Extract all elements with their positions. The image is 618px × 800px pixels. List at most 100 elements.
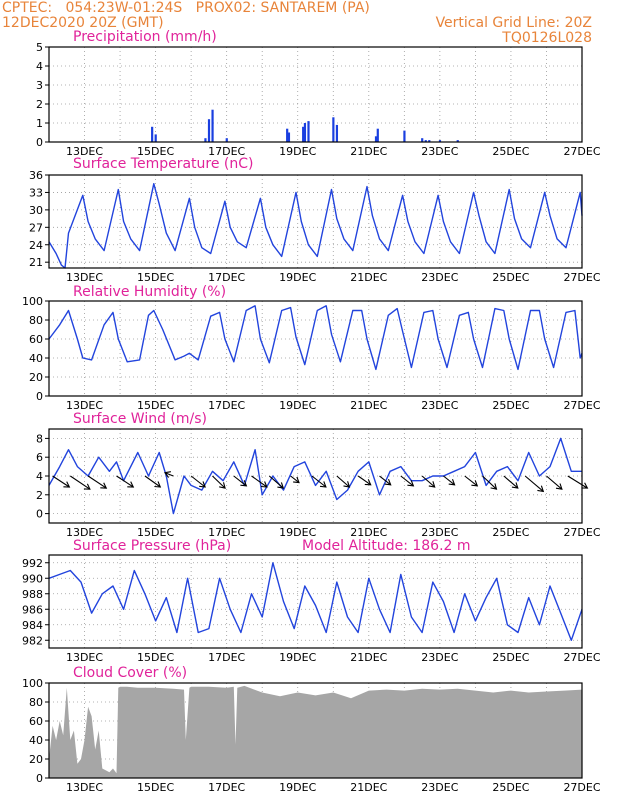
precipitation-bar xyxy=(211,109,214,142)
precipitation-bar xyxy=(376,128,379,142)
y-tick-label: 3 xyxy=(36,79,43,92)
panel-annotation: Model Altitude: 186.2 m xyxy=(302,538,471,554)
wind-vector xyxy=(290,475,300,484)
y-tick-label: 992 xyxy=(22,557,43,570)
wind-vector xyxy=(233,475,247,487)
x-tick-label: 13DEC xyxy=(66,781,103,794)
y-tick-label: 0 xyxy=(36,136,43,149)
header-date: 12DEC2020 20Z (GMT) xyxy=(2,15,164,31)
wind-vector-head xyxy=(581,482,589,489)
precipitation-bar xyxy=(307,121,310,142)
precipitation-bar xyxy=(287,132,291,142)
x-tick-label: 19DEC xyxy=(279,399,316,412)
series-line xyxy=(48,437,582,515)
y-tick-label: 30 xyxy=(29,204,43,217)
y-tick-label: 100 xyxy=(22,677,43,690)
x-tick-label: 27DEC xyxy=(563,271,600,284)
precipitation-bar xyxy=(424,140,427,142)
precipitation-bar xyxy=(207,119,211,142)
wind-vector xyxy=(336,475,350,488)
x-tick-label: 25DEC xyxy=(492,781,529,794)
x-tick-label: 13DEC xyxy=(66,271,103,284)
x-tick-label: 25DEC xyxy=(492,145,529,158)
series-line xyxy=(48,183,583,269)
x-tick-label: 15DEC xyxy=(137,271,174,284)
y-tick-label: 80 xyxy=(29,696,43,709)
x-tick-label: 21DEC xyxy=(350,145,387,158)
y-tick-label: 988 xyxy=(22,588,43,601)
y-tick-label: 4 xyxy=(36,60,43,73)
panel-title: Cloud Cover (%) xyxy=(73,665,187,681)
plot-frame xyxy=(48,554,583,649)
x-tick-label: 27DEC xyxy=(563,781,600,794)
plot-frame xyxy=(48,428,583,524)
x-tick-label: 25DEC xyxy=(492,526,529,539)
wind-vector-head xyxy=(154,481,162,488)
wind-vector xyxy=(116,475,134,488)
wind-vector xyxy=(546,475,563,490)
header-location: CPTEC: 054:23W-01:24S PROX02: SANTAREM (… xyxy=(2,0,370,16)
precipitation-bar xyxy=(428,140,431,142)
x-tick-label: 23DEC xyxy=(421,526,458,539)
y-tick-label: 8 xyxy=(36,432,43,445)
wind-vector xyxy=(464,475,478,487)
panel-title: Surface Pressure (hPa) xyxy=(73,538,231,554)
x-tick-label: 23DEC xyxy=(421,271,458,284)
panel-1: 0 1 2 3 4 5 13DEC 15DEC 17DEC 19DEC 21DEC 23DEC 25DE… xyxy=(36,29,601,158)
precipitation-bar xyxy=(204,138,207,142)
y-tick-label: 984 xyxy=(22,619,43,632)
precipitation-bar xyxy=(154,134,157,142)
panel-title: Surface Wind (m/s) xyxy=(73,411,207,427)
x-tick-label: 13DEC xyxy=(66,145,103,158)
plot-frame xyxy=(48,682,583,779)
y-tick-label: 2 xyxy=(36,98,43,111)
x-tick-label: 17DEC xyxy=(208,526,245,539)
x-tick-label: 15DEC xyxy=(137,399,174,412)
precipitation-bar xyxy=(303,123,307,142)
wind-vector xyxy=(268,475,284,489)
y-tick-label: 2 xyxy=(36,489,43,502)
x-tick-label: 21DEC xyxy=(350,781,387,794)
precipitation-bar xyxy=(421,138,424,142)
wind-vector-head xyxy=(127,481,135,488)
y-tick-label: 0 xyxy=(36,390,43,403)
precipitation-bar xyxy=(438,140,442,142)
precipitation-bar xyxy=(151,126,154,142)
y-tick-label: 60 xyxy=(29,333,43,346)
precipitation-bar xyxy=(456,140,459,142)
y-tick-label: 986 xyxy=(22,603,43,616)
wind-vector xyxy=(400,475,414,487)
x-tick-label: 19DEC xyxy=(279,526,316,539)
x-tick-label: 27DEC xyxy=(563,399,600,412)
y-tick-label: 60 xyxy=(29,715,43,728)
wind-vector-head xyxy=(364,479,372,486)
wind-vector-head xyxy=(277,482,285,489)
x-tick-label: 15DEC xyxy=(137,526,174,539)
y-tick-label: 40 xyxy=(29,352,43,365)
panel-5: 982 984 986 988 990 992 13DEC 15DEC 17DEC 19DEC 21… xyxy=(22,538,601,664)
wind-vector xyxy=(357,475,372,486)
y-tick-label: 20 xyxy=(29,753,43,766)
x-tick-label: 19DEC xyxy=(279,271,316,284)
wind-vector-head xyxy=(319,481,327,488)
series-line xyxy=(48,305,583,371)
wind-vector-head xyxy=(537,485,545,493)
x-tick-label: 17DEC xyxy=(208,781,245,794)
x-tick-label: 27DEC xyxy=(563,651,600,664)
y-tick-label: 100 xyxy=(22,295,43,308)
y-tick-label: 33 xyxy=(29,186,43,199)
wind-vector-head xyxy=(293,476,300,484)
panel-title: Relative Humidity (%) xyxy=(73,284,226,300)
wind-vector xyxy=(379,475,391,486)
wind-vector-head xyxy=(448,479,456,486)
wind-vector xyxy=(212,475,226,489)
wind-vector-head xyxy=(384,478,392,486)
wind-vector-head xyxy=(407,480,415,487)
y-tick-label: 0 xyxy=(36,772,43,785)
x-tick-label: 15DEC xyxy=(137,781,174,794)
y-tick-label: 24 xyxy=(29,239,43,252)
x-tick-label: 17DEC xyxy=(208,145,245,158)
precipitation-bar xyxy=(225,138,228,142)
wind-vector xyxy=(70,475,91,490)
wind-vector-head xyxy=(471,480,479,487)
